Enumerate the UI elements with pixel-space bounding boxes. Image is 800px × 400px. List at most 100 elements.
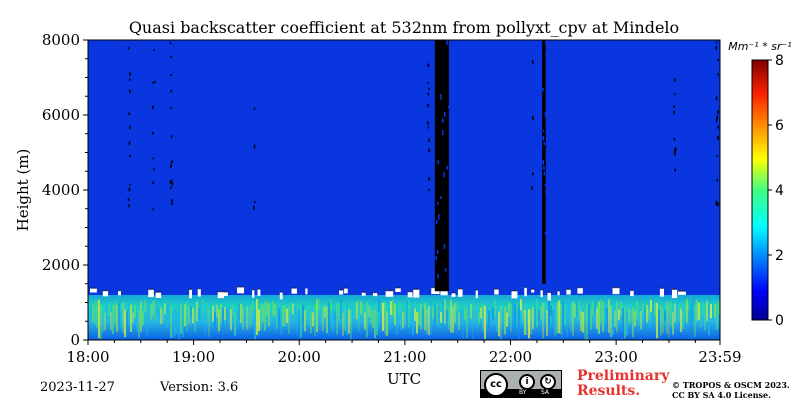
- noise-dot: [716, 179, 718, 182]
- no-data-speckle: [441, 118, 444, 124]
- cc-sa-tag: SA: [541, 389, 550, 396]
- aerosol-streak: [598, 301, 600, 334]
- aerosol-streak: [618, 309, 620, 321]
- no-data-speckle: [545, 40, 547, 46]
- colorbar-tick-label: 4: [775, 183, 784, 199]
- aerosol-streak: [550, 305, 552, 316]
- cloud-patch: [155, 292, 162, 298]
- aerosol-streak: [560, 304, 562, 335]
- noise-dot: [674, 151, 676, 156]
- aerosol-streak: [438, 304, 440, 327]
- noise-dot: [169, 180, 172, 184]
- aerosol-streak: [574, 303, 576, 318]
- cloud-patch: [413, 289, 420, 298]
- cloud-patch: [279, 292, 283, 300]
- aerosol-streak: [450, 299, 452, 333]
- no-data-speckle: [446, 166, 448, 170]
- no-data-speckle: [440, 94, 442, 100]
- aerosol-streak: [220, 303, 222, 323]
- noise-dots: [127, 41, 719, 211]
- aerosol-streak: [306, 307, 308, 320]
- cloud-patch: [407, 291, 413, 298]
- aerosol-streak: [382, 302, 384, 331]
- aerosol-streak: [198, 306, 200, 319]
- cloud-patch: [511, 290, 518, 299]
- cc-license-badge[interactable]: cc i ↻ BY SA: [480, 370, 562, 398]
- noise-dot: [427, 92, 429, 96]
- aerosol-streak: [304, 310, 306, 332]
- aerosol-streak: [416, 312, 418, 334]
- cloud-edge: [344, 287, 348, 289]
- cloud-edge: [148, 288, 154, 290]
- aerosol-streak: [718, 301, 720, 315]
- noise-dot: [170, 74, 172, 77]
- noise-dot: [673, 150, 676, 153]
- no-data-speckle: [445, 268, 447, 272]
- aerosol-streak: [194, 311, 196, 333]
- noise-dot: [171, 202, 173, 205]
- aerosol-streak: [624, 307, 626, 339]
- cloud-edge: [279, 291, 283, 293]
- aerosol-streak: [414, 308, 416, 321]
- aerosol-streak: [606, 307, 608, 329]
- aerosol-streak: [514, 304, 516, 333]
- noise-dot: [715, 118, 718, 122]
- aerosol-streak: [224, 307, 226, 321]
- noise-dot: [169, 41, 172, 45]
- aerosol-streak: [488, 310, 490, 328]
- aerosol-streak: [420, 303, 422, 329]
- noise-dot: [716, 115, 718, 120]
- cloud-patch: [677, 291, 686, 295]
- cloud-edge: [395, 287, 401, 289]
- noise-dot: [129, 154, 131, 158]
- no-data-column: [434, 40, 449, 292]
- aerosol-streak: [672, 312, 674, 335]
- noise-dot: [674, 78, 676, 82]
- aerosol-streak: [284, 305, 286, 327]
- aerosol-streak: [150, 303, 152, 320]
- aerosol-streak: [528, 309, 530, 339]
- aerosol-streak: [272, 301, 274, 316]
- aerosol-streak: [534, 305, 536, 325]
- aerosol-streak: [426, 309, 428, 334]
- cloud-patch: [566, 289, 571, 295]
- aerosol-streak: [700, 309, 702, 328]
- aerosol-streak: [518, 304, 520, 339]
- aerosol-streak: [628, 308, 630, 324]
- cloud-edge: [372, 291, 378, 294]
- aerosol-streak: [710, 304, 712, 319]
- aerosol-streak: [264, 301, 266, 331]
- aerosol-streak: [356, 301, 358, 320]
- aerosol-streak: [524, 309, 526, 336]
- aerosol-streak: [670, 301, 672, 326]
- aerosol-streak: [446, 309, 448, 322]
- aerosol-streak: [588, 303, 590, 333]
- aerosol-streak: [172, 312, 174, 339]
- cloud-patch: [252, 289, 255, 298]
- aerosol-streak: [314, 304, 316, 336]
- cloud-edge: [547, 291, 551, 294]
- aerosol-streak: [694, 306, 696, 338]
- cloud-patch: [223, 292, 228, 296]
- x-axis: 18:00 19:00 20:00 21:00 22:00 23:00 23:59: [66, 340, 742, 366]
- aerosol-streak: [572, 301, 574, 336]
- aerosol-streak: [374, 309, 376, 339]
- cloud-edge: [223, 291, 228, 293]
- aerosol-streak: [254, 308, 256, 340]
- aerosol-streak: [362, 306, 364, 319]
- y-tick-label: 8000: [42, 31, 80, 49]
- aerosol-streak: [502, 311, 504, 334]
- cloud-edge: [659, 287, 665, 289]
- aerosol-streak: [708, 304, 710, 336]
- aerosol-streak: [646, 304, 648, 323]
- aerosol-streak: [626, 312, 628, 336]
- aerosol-streak: [236, 311, 238, 330]
- x-tick-label: 19:00: [172, 348, 215, 366]
- no-data-speckle: [443, 172, 446, 178]
- colorbar-tick-label: 6: [775, 118, 784, 134]
- aerosol-streak: [640, 311, 642, 330]
- aerosol-streak: [280, 302, 282, 334]
- noise-dot: [715, 96, 718, 101]
- aerosol-streak: [600, 299, 602, 324]
- y-tick-label: 6000: [42, 106, 80, 124]
